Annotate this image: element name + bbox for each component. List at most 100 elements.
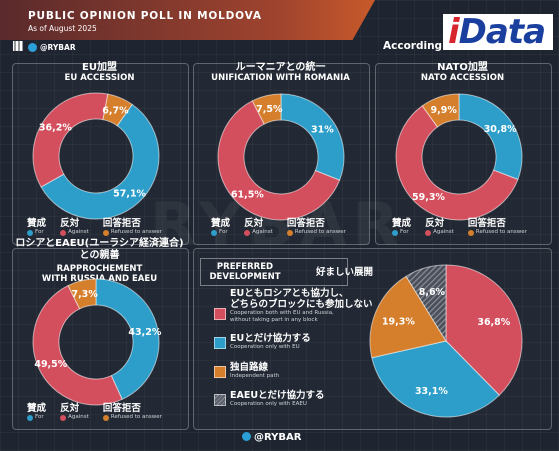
legend-label-jp-line1: EUともロシアとも協力し、 — [230, 288, 349, 299]
data-label: 57,1% — [113, 189, 146, 200]
legend-swatch — [60, 415, 67, 421]
legend-label-jp: 反対 — [60, 403, 80, 414]
legend-item-refused: 回答拒否 Refused to answer — [286, 218, 346, 236]
panel-preferred-development — [193, 248, 552, 430]
data-label: 30,8% — [484, 124, 517, 135]
legend-swatch — [244, 230, 251, 236]
slice-refused-to-answer — [251, 93, 282, 125]
panel-unification-romania — [193, 63, 370, 245]
legend-label-jp: 回答拒否 — [102, 218, 141, 229]
legend-label-en: Independent path — [230, 373, 280, 379]
chart-title-jp: ルーマニアとの統一 — [235, 62, 326, 73]
legend-item-refused: 回答拒否 Refused to answer — [467, 218, 527, 236]
slice-refused-to-answer — [67, 278, 97, 310]
legend-label-jp: 賛成 — [392, 218, 412, 229]
slice-independent-path — [369, 275, 447, 359]
legend-swatch — [27, 230, 33, 236]
legend-swatch — [392, 230, 398, 236]
telegram-icon — [28, 42, 37, 52]
legend-item-for: 賛成 For — [392, 218, 411, 236]
legend-item-for: 賛成 For — [27, 403, 46, 421]
legend-swatch — [102, 415, 109, 421]
idata-logo-i: i — [448, 12, 460, 52]
legend-romania: 賛成 For 反対 Against 回答拒否 Refused to answer — [211, 218, 355, 237]
legend-label-en: Cooperation only with EU — [230, 344, 300, 350]
footer-brand: @RYBAR — [242, 431, 302, 443]
legend-label-jp: 回答拒否 — [467, 218, 506, 229]
qr-code-icon — [13, 41, 23, 51]
preferred-title-line2: DEVELOPMENT — [209, 272, 281, 282]
chart-title: UNIFICATION WITH ROMANIA — [211, 73, 350, 83]
legend-label-en-line1: Cooperation both with EU and Russia, — [230, 310, 334, 316]
legend-label-en: Refused to answer — [110, 229, 162, 235]
panel-rapprochement-russia — [12, 248, 189, 430]
slice-cooperation-both-with-eu-and-russia-without-taking-part-in-any-block — [445, 264, 523, 396]
chart-title-jp: NATO加盟 — [437, 62, 488, 73]
legend-label-en: Refused to answer — [475, 229, 527, 235]
slice-against — [32, 92, 109, 188]
data-label: 43,2% — [128, 327, 161, 338]
legend-label-en: Against — [433, 229, 454, 235]
panel-nato-accession — [375, 63, 552, 245]
brand-text: @RYBAR — [40, 43, 76, 52]
legend-swatch-blue — [214, 337, 226, 349]
legend-label-en: Against — [68, 414, 89, 420]
legend-label-en: Against — [68, 229, 89, 235]
slice-refused-to-answer — [421, 93, 460, 128]
preferred-title-box: PREFERRED DEVELOPMENT 好ましい展開 — [200, 258, 373, 286]
slice-for — [95, 278, 160, 400]
legend-item-refused: 回答拒否 Refused to answer — [102, 403, 162, 421]
slice-for — [40, 103, 160, 220]
idata-logo-box — [443, 14, 553, 50]
legend-swatch — [211, 230, 217, 236]
legend-swatch — [467, 230, 474, 236]
telegram-icon — [242, 431, 251, 441]
legend-label-jp: 回答拒否 — [286, 218, 325, 229]
legend-label-jp: 回答拒否 — [102, 403, 141, 414]
legend-label-jp-line2: どちらのブロックにも参加しない — [230, 299, 373, 310]
data-label: 7,3% — [71, 289, 98, 300]
data-label: 31% — [311, 124, 334, 135]
slice-against — [32, 284, 123, 406]
legend-nato: 賛成 For 反対 Against 回答拒否 Refused to answer — [392, 218, 536, 237]
legend-label-en: For — [400, 229, 409, 235]
legend-item-independent: 独自路線 Independent path — [214, 362, 279, 380]
data-label: 36,8% — [477, 317, 510, 328]
legend-label-en: Cooperation only with EAEU — [230, 401, 307, 407]
legend-swatch — [102, 230, 109, 236]
idata-logo: iData — [448, 12, 546, 52]
header-banner — [0, 0, 375, 40]
legend-item-for: 賛成 For — [211, 218, 230, 236]
data-label: 59,3% — [412, 192, 445, 203]
legend-label-jp: 独自路線 — [230, 362, 269, 373]
legend-item-against: 反対 Against — [60, 218, 89, 236]
legend-label-jp: 賛成 — [27, 218, 47, 229]
legend-item-refused: 回答拒否 Refused to answer — [102, 218, 162, 236]
page-title: PUBLIC OPINION POLL IN MOLDOVA — [28, 10, 262, 22]
legend-label-en: Refused to answer — [110, 414, 162, 420]
legend-label-jp: 反対 — [244, 218, 264, 229]
footer-brand-text: @RYBAR — [254, 432, 302, 443]
slice-refused-to-answer — [102, 93, 133, 127]
data-label: 19,3% — [382, 316, 415, 327]
legend-label-en: For — [219, 229, 228, 235]
legend-item-against: 反対 Against — [244, 218, 273, 236]
legend-label-jp: 反対 — [425, 218, 445, 229]
legend-label-jp: 賛成 — [27, 403, 47, 414]
legend-label-en: Against — [252, 229, 273, 235]
slice-against — [217, 100, 341, 221]
legend-swatch — [27, 415, 33, 421]
panel-eu-accession — [12, 63, 189, 245]
data-label: 9,9% — [431, 105, 458, 116]
slice-against — [395, 105, 519, 221]
chart-title-jp-line2: との親善 — [79, 250, 120, 261]
legend-swatch — [425, 230, 432, 236]
preferred-title-jp: 好ましい展開 — [316, 267, 374, 278]
legend-label-en: For — [35, 414, 44, 420]
legend-item-for: 賛成 For — [27, 218, 46, 236]
